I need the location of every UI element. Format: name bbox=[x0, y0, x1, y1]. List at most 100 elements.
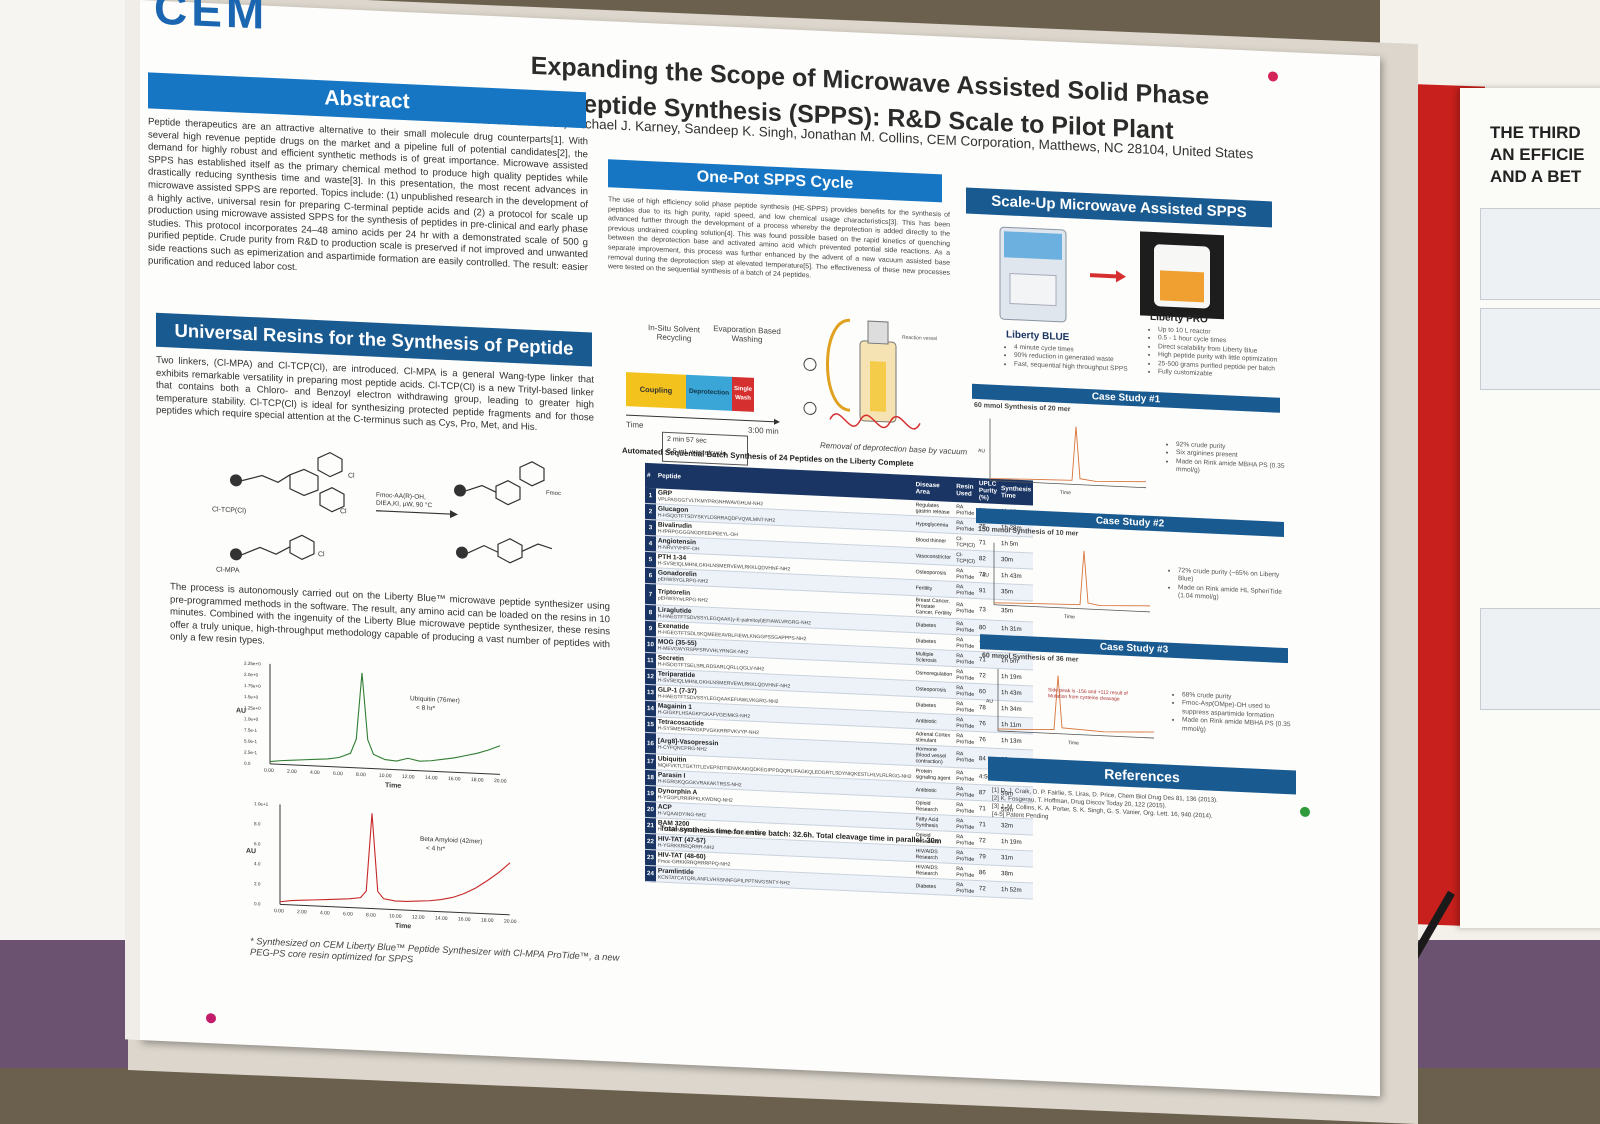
cell-number: 11 bbox=[645, 652, 656, 669]
cell-resin: RA ProTide bbox=[954, 730, 977, 748]
cell-resin: RA ProTide bbox=[954, 650, 977, 668]
cell-resin: RA ProTide bbox=[954, 767, 977, 785]
case2-chromatogram: AU Time bbox=[982, 542, 1151, 621]
resin-bead-icon bbox=[230, 548, 242, 561]
cell-purity: 79 bbox=[976, 848, 1000, 866]
x-tick-label: 12.00 bbox=[412, 914, 425, 921]
cell-resin: RA ProTide bbox=[954, 714, 977, 732]
cell-disease: Fertility bbox=[913, 579, 955, 598]
svg-text:Cl: Cl bbox=[318, 551, 325, 558]
y-tick-label: 1.0e+1 bbox=[254, 801, 269, 807]
cell-time: 1h 19m bbox=[999, 833, 1034, 852]
liberty-pro-features: Up to 10 L reactor0.5 - 1 hour cycle tim… bbox=[1150, 326, 1288, 383]
cell-number: 20 bbox=[645, 801, 656, 818]
label-cl-mpa: Cl-MPA bbox=[216, 566, 240, 574]
cell-number: 21 bbox=[645, 817, 656, 834]
cell-number: 7 bbox=[645, 583, 656, 605]
bullet-item: Made on Rink amide MBHA PS (0.35 mmol/g) bbox=[1176, 458, 1286, 480]
x-tick-label: 6.00 bbox=[333, 771, 343, 777]
x-tick-label: 4.00 bbox=[320, 910, 330, 916]
cell-resin: RA ProTide bbox=[954, 815, 977, 833]
process-text: The process is autonomously carried out … bbox=[170, 581, 610, 651]
cell-time: 31m bbox=[999, 849, 1034, 868]
x-axis bbox=[994, 604, 1150, 613]
reaction-vessel-label: Reaction vessel bbox=[902, 335, 937, 343]
cell-resin: RA ProTide bbox=[954, 698, 977, 716]
x-axis bbox=[998, 730, 1154, 739]
case2-bullets: 72% crude purity (~65% on Liberty Blue)M… bbox=[1170, 567, 1288, 606]
x-tick-label: 18.00 bbox=[471, 777, 484, 784]
y-tick-label: 1.5e+0 bbox=[244, 694, 259, 700]
time-axis-end: 3:00 min bbox=[748, 425, 779, 437]
col-resin: Resin Used bbox=[954, 476, 977, 504]
svg-text:Fmoc: Fmoc bbox=[546, 490, 561, 497]
cell-disease: HIV/AIDS Research bbox=[913, 861, 955, 880]
scaleup-heading: Scale-Up Microwave Assisted SPPS bbox=[966, 187, 1272, 228]
case1-sub: 60 mmol Synthesis of 20 mer bbox=[974, 401, 1071, 414]
x-axis bbox=[270, 763, 500, 775]
y-axis-title: AU bbox=[236, 707, 246, 714]
cell-number: 12 bbox=[645, 668, 656, 685]
cell-resin: RA ProTide bbox=[954, 863, 977, 881]
cell-number: 18 bbox=[645, 769, 656, 786]
y-axis-title: AU bbox=[982, 572, 989, 578]
x-axis-title: Time bbox=[1060, 490, 1071, 497]
label-evaporation: Evaporation Based Washing bbox=[713, 324, 781, 345]
cycle-text: The use of high efficiency solid phase p… bbox=[608, 196, 950, 280]
segment-deprotection-label: Deprotection bbox=[688, 387, 730, 397]
cell-number: 17 bbox=[645, 753, 656, 770]
cell-time: 38m bbox=[999, 865, 1034, 884]
cell-resin: Cl-TCP(Cl) bbox=[954, 549, 977, 567]
series-line bbox=[279, 813, 511, 903]
neighbor-poster-title: THE THIRD AN EFFICIE AND A BET bbox=[1490, 123, 1585, 186]
cell-number: 3 bbox=[645, 519, 656, 536]
label-cl-tcp: Cl-TCP(Cl) bbox=[212, 506, 246, 515]
x-axis bbox=[280, 903, 510, 916]
x-tick-label: 2.00 bbox=[287, 769, 297, 775]
cell-number: 1 bbox=[645, 487, 656, 504]
y-tick-label: 2.0 bbox=[254, 881, 261, 886]
poster-edge bbox=[125, 0, 140, 1041]
cell-purity: 72 bbox=[976, 832, 1000, 850]
x-axis bbox=[990, 480, 1146, 489]
cell-disease: Osmoregulation bbox=[913, 664, 955, 683]
chart-beta-amyloid: 0.00 2.00 4.00 6.00 8.00 10.00 12.00 14.00 16.00… bbox=[246, 801, 517, 930]
cell-number: 8 bbox=[645, 604, 656, 621]
cell-number: 10 bbox=[645, 636, 656, 653]
segment-deprotection: Deprotection bbox=[686, 374, 732, 411]
x-tick-label: 0.00 bbox=[274, 908, 284, 914]
cell-resin: RA ProTide bbox=[954, 783, 977, 801]
cell-disease: Protein signaling agent bbox=[913, 765, 955, 784]
x-axis-title: Time bbox=[1064, 614, 1075, 621]
case1-bullets: 92% crude puritySix arginines presentMad… bbox=[1168, 441, 1286, 480]
cell-disease: Opioid Research bbox=[913, 797, 955, 816]
series-line bbox=[269, 672, 501, 763]
x-tick-label: 12.00 bbox=[402, 774, 415, 781]
y-tick-label: 5.0e-1 bbox=[244, 739, 257, 745]
bullet-item: Made on Rink amide MBHA PS (0.35 mmol/g) bbox=[1182, 717, 1292, 739]
cell-disease: Breast Cancer, Prostate Cancer, Fertilit… bbox=[913, 595, 955, 619]
cell-resin: RA ProTide bbox=[954, 581, 977, 599]
resin-bead-icon bbox=[230, 474, 242, 487]
cell-resin: RA ProTide bbox=[954, 597, 977, 620]
x-tick-label: 6.00 bbox=[343, 911, 353, 917]
chart-annotation-time: < 8 hr* bbox=[416, 705, 436, 713]
x-tick-label: 18.00 bbox=[481, 917, 494, 924]
cell-disease: Antibiotic bbox=[913, 712, 955, 731]
segment-coupling: Coupling bbox=[626, 372, 686, 409]
x-tick-label: 2.00 bbox=[297, 909, 307, 915]
cell-number: 9 bbox=[645, 620, 656, 637]
cell-number: 6 bbox=[645, 567, 656, 584]
synthesis-footnote: * Synthesized on CEM Liberty Blue™ Pepti… bbox=[250, 934, 620, 965]
cell-resin: RA ProTide bbox=[954, 618, 977, 636]
chart-annotation-time: < 4 hr* bbox=[426, 845, 446, 853]
cell-resin: RA ProTide bbox=[954, 746, 977, 769]
x-tick-label: 8.00 bbox=[366, 912, 376, 918]
y-tick-label: 1.25e+0 bbox=[244, 705, 261, 711]
svg-text:Cl: Cl bbox=[340, 508, 347, 515]
segment-coupling-label: Coupling bbox=[639, 384, 673, 396]
case3-bullets: 68% crude purityFmoc-Asp(OMpe)-OH used t… bbox=[1174, 691, 1292, 738]
cell-number: 15 bbox=[645, 716, 656, 733]
cell-resin: RA ProTide bbox=[954, 831, 977, 849]
cell-disease: Diabetes bbox=[913, 632, 955, 651]
